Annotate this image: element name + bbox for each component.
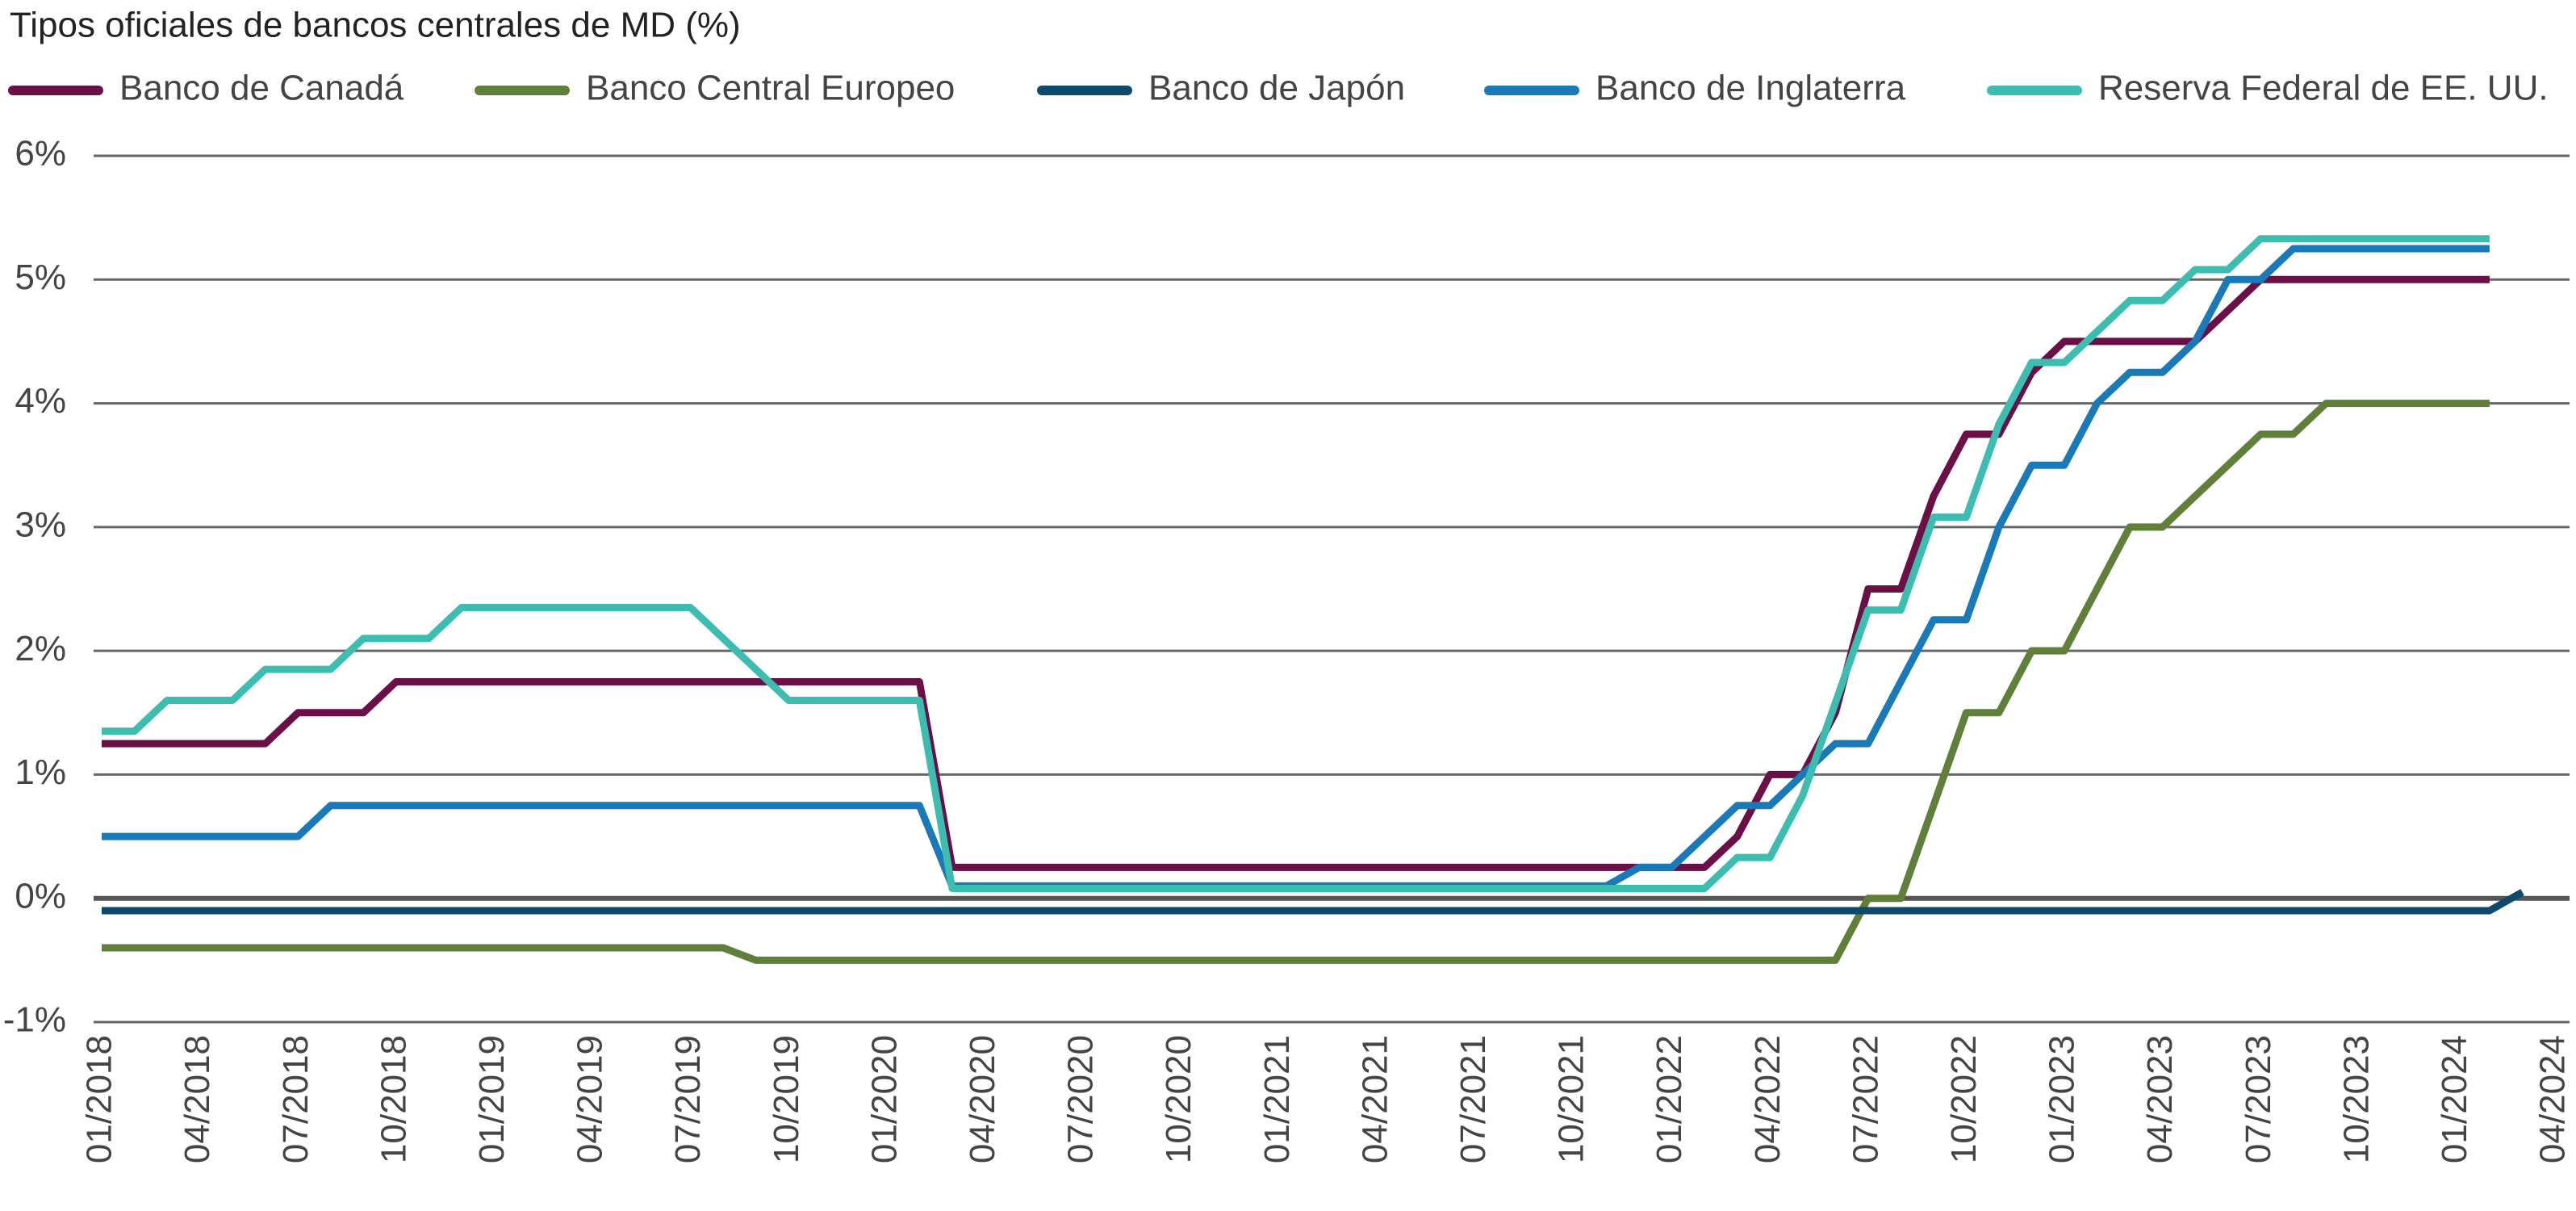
legend-label: Reserva Federal de EE. UU. (2098, 69, 2549, 108)
y-tick-label: 5% (15, 258, 66, 297)
x-tick-label: 04/2020 (963, 1035, 1002, 1163)
x-tick-label: 01/2019 (472, 1035, 512, 1163)
legend-label: Banco de Japón (1148, 69, 1405, 108)
x-tick-label: 01/2021 (1257, 1035, 1297, 1163)
x-tick-label: 07/2020 (1061, 1035, 1101, 1163)
x-tick-label: 07/2018 (276, 1035, 316, 1163)
x-tick-label: 10/2018 (374, 1035, 413, 1163)
x-tick-label: 10/2021 (1552, 1035, 1591, 1163)
series-line (102, 275, 2490, 871)
y-tick-label: -1% (3, 1000, 66, 1040)
y-tick-label: 1% (15, 752, 66, 792)
x-tick-label: 01/2018 (80, 1035, 119, 1163)
y-tick-label: 3% (15, 505, 66, 544)
x-tick-label: 07/2023 (2239, 1035, 2278, 1163)
x-tick-label: 01/2020 (864, 1035, 904, 1163)
x-tick-label: 10/2023 (2336, 1035, 2376, 1163)
x-tick-label: 04/2024 (2533, 1035, 2573, 1163)
x-tick-label: 04/2022 (1748, 1035, 1788, 1163)
x-tick-label: 04/2021 (1355, 1035, 1395, 1163)
chart-title: Tipos oficiales de bancos centrales de M… (10, 6, 741, 45)
x-tick-label: 10/2020 (1159, 1035, 1198, 1163)
x-tick-label: 04/2018 (178, 1035, 217, 1163)
x-tick-label: 07/2019 (668, 1035, 708, 1163)
series-line (102, 235, 2490, 892)
x-tick-label: 07/2021 (1453, 1035, 1493, 1163)
legend-label: Banco Central Europeo (586, 69, 955, 108)
x-tick-label: 04/2023 (2140, 1035, 2180, 1163)
y-tick-label: 6% (15, 134, 66, 174)
x-tick-label: 10/2022 (1944, 1035, 1984, 1163)
x-tick-label: 01/2023 (2043, 1035, 2082, 1163)
y-tick-label: 0% (15, 876, 66, 916)
y-tick-label: 4% (15, 381, 66, 421)
x-tick-label: 04/2019 (571, 1035, 610, 1163)
series-line (102, 889, 2524, 915)
legend-label: Banco de Inglaterra (1595, 69, 1906, 108)
x-tick-label: 10/2019 (767, 1035, 806, 1163)
x-tick-label: 01/2022 (1650, 1035, 1689, 1163)
x-tick-label: 01/2024 (2435, 1035, 2474, 1163)
x-tick-label: 07/2022 (1846, 1035, 1885, 1163)
legend-label: Banco de Canadá (119, 69, 404, 108)
y-tick-label: 2% (15, 629, 66, 668)
series-line (102, 400, 2490, 964)
